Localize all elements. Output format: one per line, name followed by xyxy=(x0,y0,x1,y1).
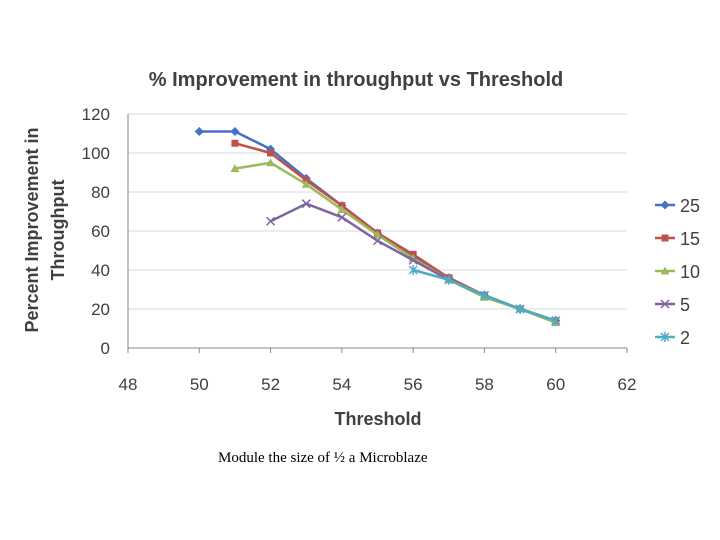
series-line-5 xyxy=(270,202,557,322)
legend-item-2: 2 xyxy=(655,328,690,348)
legend-label: 5 xyxy=(680,295,690,315)
data-point xyxy=(266,158,276,167)
data-point xyxy=(337,205,347,214)
legend-swatch-marker xyxy=(660,200,670,210)
x-tick-label: 56 xyxy=(404,375,423,394)
series-5 xyxy=(266,199,561,326)
legend: 25 15 10 5 2 xyxy=(655,196,700,348)
y-axis-label: Percent Improvement in Throughput xyxy=(22,127,68,332)
data-point xyxy=(301,199,311,209)
legend-swatch-marker xyxy=(660,299,670,309)
y-tick-label: 60 xyxy=(91,222,110,241)
caption: Module the size of ½ a Microblaze xyxy=(218,450,428,466)
legend-item-10: 10 xyxy=(655,262,700,282)
data-point xyxy=(301,179,311,188)
y-axis-label-line-1: Percent Improvement in xyxy=(22,127,42,332)
y-tick-label: 100 xyxy=(82,144,110,163)
y-tick-label: 40 xyxy=(91,261,110,280)
x-tick-label: 52 xyxy=(261,375,280,394)
x-tick-label: 60 xyxy=(546,375,565,394)
axes xyxy=(127,114,627,349)
data-point xyxy=(230,164,240,173)
data-point xyxy=(231,139,239,147)
data-point xyxy=(444,274,454,285)
gridlines xyxy=(128,113,627,310)
chart-title: % Improvement in throughput vs Threshold xyxy=(149,69,563,91)
series-group xyxy=(194,127,561,327)
series-2 xyxy=(408,265,561,326)
data-point xyxy=(408,265,418,275)
y-tick-label: 80 xyxy=(91,183,110,202)
legend-swatch-marker xyxy=(660,332,670,342)
data-point xyxy=(479,290,489,301)
y-tick-label: 0 xyxy=(101,339,110,358)
x-tick-label: 48 xyxy=(119,375,138,394)
legend-label: 2 xyxy=(680,328,690,348)
legend-swatch-marker xyxy=(661,234,669,242)
legend-item-5: 5 xyxy=(655,295,690,315)
x-tick-label: 62 xyxy=(618,375,637,394)
data-point xyxy=(372,236,383,246)
data-point xyxy=(266,216,276,226)
data-point xyxy=(337,212,347,222)
legend-label: 10 xyxy=(680,262,700,282)
data-point xyxy=(267,149,275,157)
y-tick-label: 20 xyxy=(91,300,110,319)
x-tick-label: 50 xyxy=(190,375,209,394)
data-point xyxy=(373,230,382,239)
legend-label: 15 xyxy=(680,229,700,249)
y-tick-label: 120 xyxy=(82,105,110,124)
y-axis-label-line-2: Throughput xyxy=(48,180,68,281)
legend-swatch-marker xyxy=(660,266,670,275)
data-point xyxy=(230,127,240,137)
x-tick-label: 54 xyxy=(332,375,351,394)
x-axis-label: Threshold xyxy=(334,409,421,429)
data-point xyxy=(194,127,204,137)
legend-label: 25 xyxy=(680,196,700,216)
legend-item-15: 15 xyxy=(655,229,700,249)
series-line-25 xyxy=(199,130,557,322)
series-25 xyxy=(194,127,561,326)
legend-item-25: 25 xyxy=(655,196,700,216)
y-axis-ticks: 0 20 40 60 80 100 120 xyxy=(82,105,110,358)
series-10 xyxy=(230,158,561,327)
data-point xyxy=(551,315,561,326)
x-axis-ticks: 48 50 52 54 56 58 60 62 xyxy=(119,348,637,394)
x-tick-label: 58 xyxy=(475,375,494,394)
data-point xyxy=(408,255,418,265)
data-point xyxy=(515,304,525,314)
